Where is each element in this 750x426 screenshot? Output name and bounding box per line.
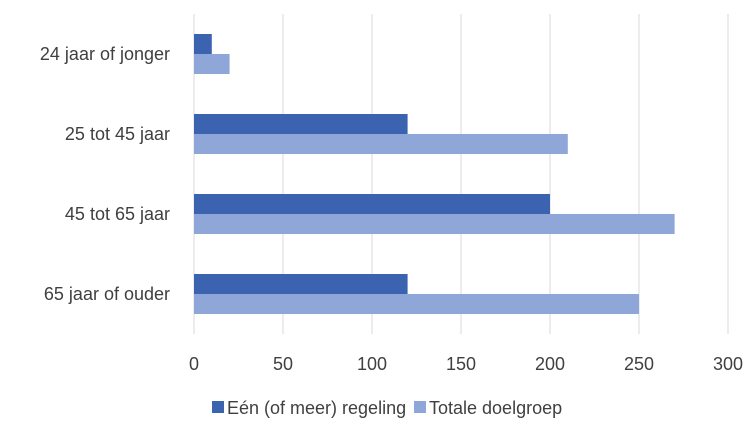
category-label: 65 jaar of ouder [44, 284, 170, 304]
x-tick-label: 200 [535, 354, 565, 374]
legend-swatch [414, 401, 426, 413]
bar-regeling [194, 114, 408, 134]
bar-doelgroep [194, 134, 568, 154]
category-label: 45 tot 65 jaar [65, 204, 170, 224]
x-tick-label: 150 [446, 354, 476, 374]
bar-regeling [194, 194, 550, 214]
legend-label: Totale doelgroep [429, 398, 562, 418]
bars [194, 34, 675, 314]
legend-swatch [212, 401, 224, 413]
x-tick-label: 250 [624, 354, 654, 374]
x-tick-label: 300 [713, 354, 743, 374]
x-tick-label: 0 [189, 354, 199, 374]
gridlines [193, 14, 729, 334]
x-tick-label: 100 [357, 354, 387, 374]
legend-label: Eén (of meer) regeling [227, 398, 406, 418]
bar-doelgroep [194, 294, 639, 314]
legend: Eén (of meer) regeling Totale doelgroep [212, 398, 562, 418]
category-label: 25 tot 45 jaar [65, 124, 170, 144]
category-labels: 24 jaar of jonger 25 tot 45 jaar 45 tot 65… [40, 44, 170, 304]
bar-regeling [194, 34, 212, 54]
bar-doelgroep [194, 54, 230, 74]
category-label: 24 jaar of jonger [40, 44, 170, 64]
bar-doelgroep [194, 214, 675, 234]
x-tick-labels: 0 50 100 150 200 250 300 [189, 354, 743, 374]
bar-regeling [194, 274, 408, 294]
x-tick-label: 50 [273, 354, 293, 374]
